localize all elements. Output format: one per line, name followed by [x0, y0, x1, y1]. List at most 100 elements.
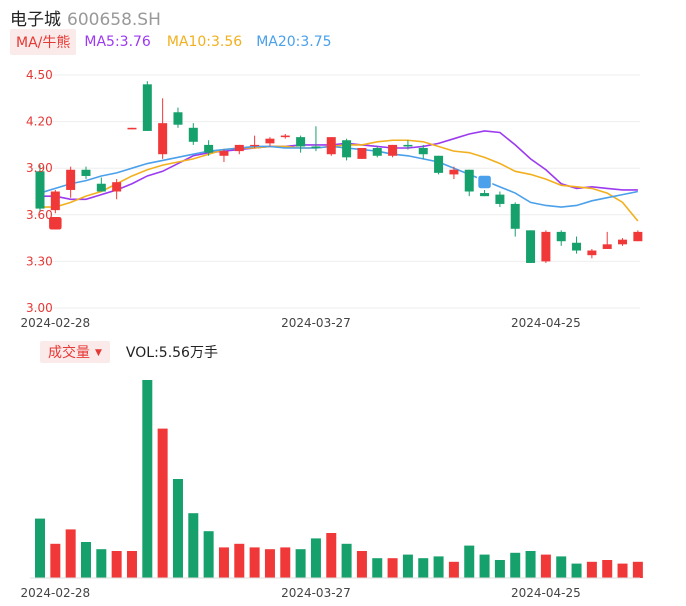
candle — [219, 151, 229, 156]
volume-bar — [602, 560, 613, 578]
dropdown-arrow-icon: ▼ — [95, 348, 102, 358]
candles-group — [35, 81, 643, 263]
y-tick-label: 3.60 — [26, 208, 53, 222]
volume-indicator-label: 成交量 — [48, 345, 90, 361]
candle — [326, 137, 336, 155]
ma5-value: MA5:3.76 — [84, 34, 151, 50]
candle — [204, 144, 214, 153]
ma20-value: MA20:3.75 — [256, 34, 332, 50]
stock-code: 600658.SH — [67, 10, 161, 30]
volume-bar — [234, 543, 245, 578]
candle — [50, 191, 60, 211]
candle — [495, 194, 505, 204]
volume-bar — [96, 549, 107, 578]
volume-indicator-button[interactable]: 成交量 ▼ — [40, 341, 110, 363]
candle — [234, 144, 244, 152]
volume-bar — [356, 551, 367, 578]
candle — [403, 144, 413, 147]
ma5-line — [40, 130, 638, 201]
candle — [556, 231, 566, 242]
candle — [357, 148, 367, 159]
volume-bar — [387, 558, 398, 578]
volume-bar — [50, 543, 61, 578]
candle — [342, 140, 352, 158]
candle — [66, 169, 76, 190]
candle — [434, 155, 444, 173]
candle — [142, 84, 152, 131]
candle — [464, 169, 474, 192]
stock-name: 电子城 — [10, 10, 61, 30]
bull-marker-icon — [47, 215, 64, 231]
candle — [418, 148, 428, 155]
volume-bar — [172, 479, 183, 578]
candle — [296, 137, 306, 147]
candle — [587, 250, 597, 256]
candle — [388, 144, 398, 156]
volume-bar — [525, 551, 536, 578]
volume-x-tick-label: 2024-03-27 — [281, 586, 351, 600]
volume-bar — [65, 529, 76, 578]
ma-indicator-button[interactable]: MA/牛熊 — [10, 29, 77, 55]
volume-bar — [295, 549, 306, 578]
volume-bar — [540, 554, 551, 578]
candle — [265, 138, 275, 144]
candle — [81, 169, 91, 176]
ma10-value: MA10:3.56 — [166, 34, 243, 50]
volume-bars — [35, 380, 643, 578]
volume-bar — [617, 563, 628, 578]
volume-x-tick-label: 2024-04-25 — [511, 586, 581, 600]
volume-bar — [310, 538, 321, 578]
ma20-line — [39, 145, 639, 208]
y-tick-label: 4.50 — [26, 68, 53, 82]
ma-legend: MA/牛熊 MA5:3.76 MA10:3.56 MA20:3.75 — [10, 29, 332, 55]
candle — [127, 127, 137, 130]
candle — [633, 231, 643, 242]
stock-title: 电子城 600658.SH — [10, 5, 161, 30]
volume-bar — [632, 561, 643, 578]
y-tick-label: 3.90 — [26, 161, 53, 175]
volume-bar — [341, 543, 352, 578]
volume-legend: 成交量 ▼ VOL:5.56万手 — [40, 341, 218, 363]
volume-bar — [126, 551, 137, 578]
y-tick-label: 3.30 — [26, 254, 53, 268]
volume-bar — [280, 547, 291, 578]
candle — [510, 203, 520, 229]
volume-bar — [111, 551, 122, 578]
bear-marker-icon — [476, 174, 493, 190]
volume-bar — [510, 552, 521, 578]
candle — [449, 169, 459, 175]
candle — [602, 244, 612, 249]
candle — [158, 123, 168, 155]
candle — [618, 239, 628, 245]
candle — [480, 193, 490, 197]
volume-bar — [433, 556, 444, 578]
ma10-line — [40, 139, 639, 222]
candle — [35, 171, 45, 209]
volume-bar — [218, 547, 229, 578]
volume-bar — [188, 513, 199, 578]
volume-bar — [142, 380, 153, 578]
candle — [280, 135, 290, 138]
volume-bar — [35, 518, 45, 578]
volume-bar — [448, 561, 459, 578]
volume-bar — [586, 561, 597, 578]
volume-bar — [264, 549, 275, 578]
volume-bar — [418, 558, 429, 578]
volume-bar — [479, 554, 490, 578]
volume-bar — [157, 428, 168, 578]
y-tick-label: 3.00 — [26, 301, 53, 315]
y-tick-label: 4.20 — [26, 115, 53, 129]
candle — [112, 182, 122, 192]
volume-bar — [326, 533, 337, 578]
volume-bar — [402, 554, 413, 578]
price-grid — [30, 74, 640, 309]
candle — [173, 112, 183, 125]
candle — [526, 230, 536, 263]
volume-bar — [372, 558, 383, 578]
candle — [250, 144, 260, 147]
volume-bar — [249, 547, 260, 578]
volume-x-tick-label: 2024-02-28 — [20, 586, 90, 600]
candle — [96, 183, 106, 192]
volume-value: VOL:5.56万手 — [125, 345, 218, 361]
